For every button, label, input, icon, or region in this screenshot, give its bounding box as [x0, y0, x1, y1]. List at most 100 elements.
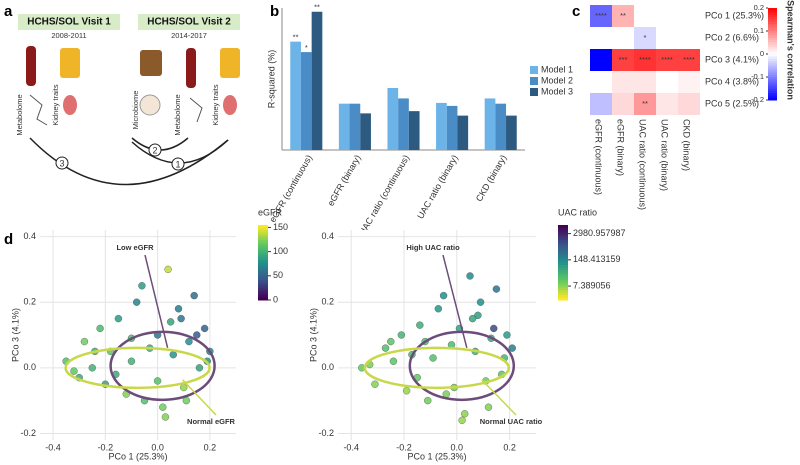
- point: [96, 324, 104, 333]
- bar: [338, 103, 350, 150]
- colorbar-step: [768, 14, 777, 18]
- heat-cell: [634, 49, 656, 71]
- colorbar-step: [258, 292, 268, 296]
- urine-cup: [60, 48, 80, 78]
- colorbar-label: 0: [760, 49, 764, 58]
- urine-cup: [220, 48, 240, 78]
- x-axis-title: PCo 1 (25.3%): [407, 451, 466, 461]
- point: [416, 321, 424, 329]
- colorbar-label: 2980.957987: [573, 228, 626, 238]
- colorbar-step: [768, 77, 777, 80]
- blood-tube: [186, 48, 196, 88]
- colorbar-label: -0.1: [751, 72, 764, 81]
- colorbar-step: [558, 245, 568, 248]
- column-label: eGFR (binary): [616, 119, 626, 176]
- annotation: Normal eGFR: [187, 417, 236, 426]
- colorbar-step: [558, 232, 568, 236]
- colorbar-step: [768, 28, 777, 32]
- colorbar-step: [558, 275, 568, 278]
- y-axis-title: PCo 3 (4.1%): [308, 308, 318, 362]
- heat-cell: [656, 27, 678, 49]
- point: [127, 357, 136, 365]
- row-label: PCo 5 (2.5%): [705, 98, 759, 108]
- point: [70, 367, 78, 375]
- visit2-title: HCHS/SOL Visit 2: [147, 17, 231, 28]
- colorbar-step: [558, 260, 568, 263]
- colorbar-step: [768, 33, 777, 37]
- annotation: Low eGFR: [116, 243, 154, 252]
- colorbar-step: [768, 63, 777, 66]
- row-label: PCo 3 (4.1%): [705, 54, 759, 64]
- legend-swatch: [530, 77, 538, 85]
- point: [387, 337, 395, 346]
- colorbar-step: [558, 267, 568, 271]
- visit2-box: [138, 14, 240, 30]
- colorbar-step: [258, 250, 268, 253]
- colorbar-step: [258, 230, 268, 233]
- heat-cell: [678, 49, 700, 71]
- colorbar-step: [768, 10, 777, 14]
- point: [180, 383, 188, 392]
- step-circle: [55, 156, 69, 170]
- colorbar-step: [768, 54, 777, 57]
- x-tick-label: UAC ratio (continuous): [357, 153, 411, 237]
- heat-cell: [634, 71, 656, 93]
- legend-label: Model 1: [541, 64, 573, 74]
- colorbar-step: [558, 250, 568, 253]
- colorbar-step: [768, 67, 777, 71]
- colorbar-label: 0: [273, 294, 278, 304]
- colorbar-label: 50: [273, 270, 283, 280]
- colorbar-step: [558, 287, 568, 291]
- heat-cell: [656, 49, 678, 71]
- x-tick-label: eGFR (binary): [326, 153, 363, 207]
- column-label: CKD (binary): [682, 119, 692, 171]
- significance: **: [314, 3, 320, 12]
- y-axis-title: R-squared (%): [266, 50, 276, 109]
- bar: [300, 52, 312, 150]
- colorbar-step: [768, 74, 777, 78]
- column-label: UAC ratio (continuous): [638, 119, 648, 210]
- group-ellipse: [408, 330, 516, 402]
- colorbar-step: [768, 88, 777, 92]
- x-tick-label: 0.0: [151, 442, 164, 452]
- bar: [457, 115, 469, 150]
- colorbar-step: [768, 97, 777, 101]
- colorbar-step: [768, 21, 777, 25]
- colorbar-step: [558, 290, 568, 293]
- colorbar-step: [558, 295, 568, 298]
- x-tick-label: -0.4: [45, 442, 61, 452]
- point: [474, 311, 482, 319]
- colorbar-step: [258, 252, 268, 256]
- colorbar-step: [558, 230, 568, 233]
- heat-cell: [612, 71, 634, 93]
- v2-kidney: Kidney traits: [211, 84, 220, 126]
- bar: [506, 115, 517, 150]
- annotation: Normal UAC ratio: [480, 417, 543, 426]
- significance: ****: [639, 55, 651, 64]
- panel-label: c: [572, 3, 580, 20]
- point: [153, 377, 162, 385]
- colorbar-label: 148.413159: [573, 254, 621, 264]
- colorbar-step: [258, 225, 268, 228]
- colorbar-label: 0.1: [754, 26, 764, 35]
- colorbar-label: -0.2: [751, 95, 764, 104]
- bar: [360, 113, 371, 150]
- point: [164, 265, 172, 274]
- significance: *: [305, 43, 308, 52]
- point: [397, 331, 406, 339]
- row-label: PCo 2 (6.6%): [705, 32, 759, 42]
- bar: [484, 98, 496, 150]
- colorbar-step: [768, 44, 777, 48]
- significance: **: [293, 33, 299, 42]
- colorbar-step: [258, 262, 268, 266]
- colorbar-step: [558, 225, 568, 228]
- microbe: [139, 94, 161, 116]
- bar: [349, 103, 361, 150]
- colorbar-step: [258, 280, 268, 283]
- colorbar-step: [768, 42, 777, 46]
- heat-cell: [678, 27, 700, 49]
- kidney: [223, 95, 237, 115]
- step-circle: [148, 143, 162, 157]
- y-tick-label: 0.2: [321, 297, 334, 307]
- molecule: [29, 94, 48, 126]
